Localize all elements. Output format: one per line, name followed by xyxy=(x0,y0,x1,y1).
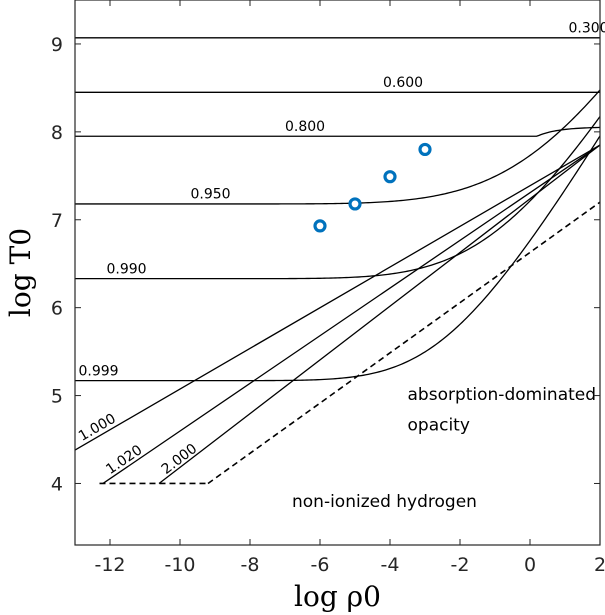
boundary-lines xyxy=(99,201,601,485)
curve-0-800 xyxy=(75,126,601,137)
x-axis-title: log ρ0 xyxy=(294,580,381,613)
data-point xyxy=(383,170,397,184)
annotation-absorption-dominated: absorption-dominated xyxy=(408,385,597,405)
x-tick-label: 2 xyxy=(594,554,605,576)
y-tick-label: 6 xyxy=(51,298,63,320)
curves xyxy=(74,37,601,485)
y-tick-label: 7 xyxy=(51,210,63,232)
annotation-opacity: opacity xyxy=(408,416,470,436)
axis-ticks: -12 -10 -8 -6 -4 -2 0 2 4 5 6 7 8 9 xyxy=(51,0,605,576)
x-tick-label: -12 xyxy=(94,554,125,576)
y-tick-label: 5 xyxy=(51,386,63,408)
curve-0-990 xyxy=(75,116,601,280)
y-tick-label: 8 xyxy=(51,122,63,144)
data-point xyxy=(418,142,432,157)
curve-label-0-950: 0.950 xyxy=(191,187,231,203)
x-tick-label: -10 xyxy=(164,554,195,576)
curve-2-000 xyxy=(158,144,601,484)
curve-1-000 xyxy=(74,144,601,451)
annotations: absorption-dominated opacity non-ionized h… xyxy=(292,385,596,512)
x-tick-label: -2 xyxy=(451,554,470,576)
curve-1-020 xyxy=(102,144,601,485)
x-tick-label: -4 xyxy=(381,554,400,576)
x-tick-label: -8 xyxy=(241,554,260,576)
boundary-line-2 xyxy=(207,201,601,485)
curve-label-0-999: 0.999 xyxy=(79,363,119,379)
curve-label-0-300: 0.300 xyxy=(569,21,605,37)
curve-0-950 xyxy=(75,89,601,205)
plot-background xyxy=(75,0,600,545)
x-tick-label: -6 xyxy=(311,554,330,576)
data-point xyxy=(313,219,327,233)
plot-frame xyxy=(74,0,601,546)
x-tick-label: 0 xyxy=(524,554,536,576)
scatter-points xyxy=(313,142,432,233)
annotation-non-ionized-hydrogen: non-ionized hydrogen xyxy=(292,492,477,512)
data-point xyxy=(348,197,362,211)
y-tick-label: 4 xyxy=(51,473,63,495)
curve-label-0-800: 0.800 xyxy=(285,119,325,135)
curve-label-0-990: 0.990 xyxy=(107,261,147,277)
curve-label-0-600: 0.600 xyxy=(383,75,423,91)
y-axis-title: log T0 xyxy=(4,228,37,317)
y-tick-label: 9 xyxy=(51,34,63,56)
